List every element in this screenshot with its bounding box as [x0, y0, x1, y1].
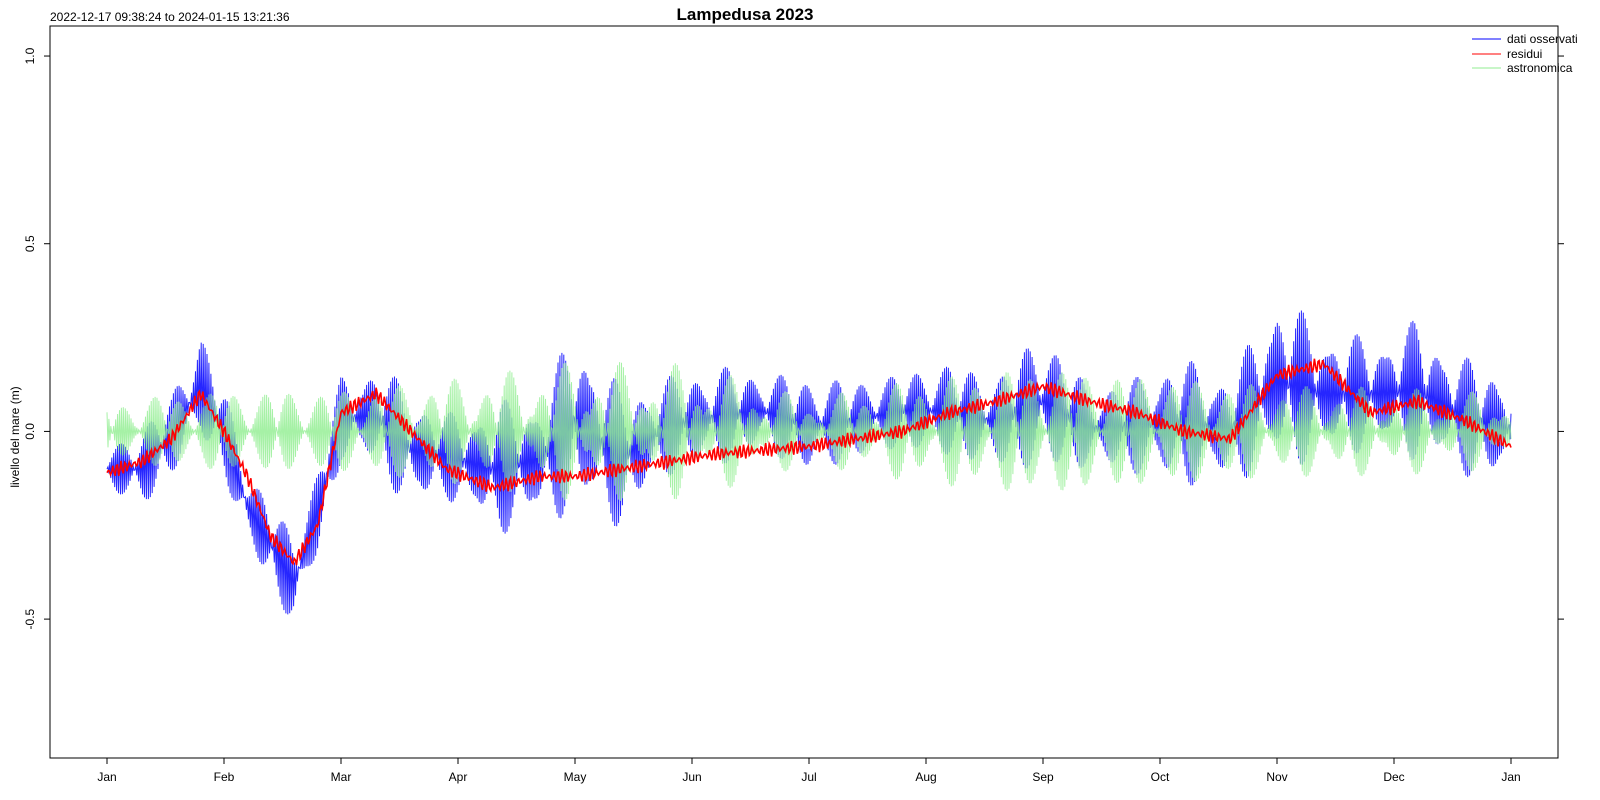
x-tick-label: Apr	[449, 770, 468, 784]
y-tick-label: 0.0	[23, 423, 37, 440]
x-tick-label: Mar	[331, 770, 352, 784]
x-tick-label: Jun	[682, 770, 701, 784]
x-tick-label: Oct	[1151, 770, 1170, 784]
series-line-astronomical	[106, 362, 1512, 501]
x-tick-label: Jul	[801, 770, 816, 784]
legend-label-observed: dati osservati	[1507, 32, 1578, 46]
x-tick-label: Jan	[1501, 770, 1520, 784]
plot-frame	[49, 25, 1559, 759]
chart-subtitle: 2022-12-17 09:38:24 to 2024-01-15 13:21:…	[50, 10, 290, 24]
x-tick-label: Dec	[1383, 770, 1404, 784]
x-tick-label: Nov	[1266, 770, 1287, 784]
x-tick-label: May	[564, 770, 587, 784]
x-tick-label: Feb	[214, 770, 235, 784]
chart-title: Lampedusa 2023	[676, 5, 813, 24]
y-tick-label: 1.0	[23, 47, 37, 64]
axes: Jan Feb Mar Apr May Jun Jul Aug Sep Oct Nov Dec Jan -…	[23, 47, 1564, 784]
series-line-residuals	[106, 358, 1512, 566]
legend-label-residuals: residui	[1507, 47, 1542, 61]
legend: dati osservati residui astronomica	[1472, 32, 1578, 75]
x-tick-label: Jan	[97, 770, 116, 784]
series-layer	[106, 310, 1512, 615]
y-tick-label: -0.5	[23, 608, 37, 629]
y-tick-label: 0.5	[23, 235, 37, 252]
x-tick-label: Sep	[1032, 770, 1054, 784]
x-tick-label: Aug	[915, 770, 936, 784]
legend-label-astronomical: astronomica	[1507, 61, 1573, 75]
y-axis-label: livello del mare (m)	[8, 386, 22, 487]
